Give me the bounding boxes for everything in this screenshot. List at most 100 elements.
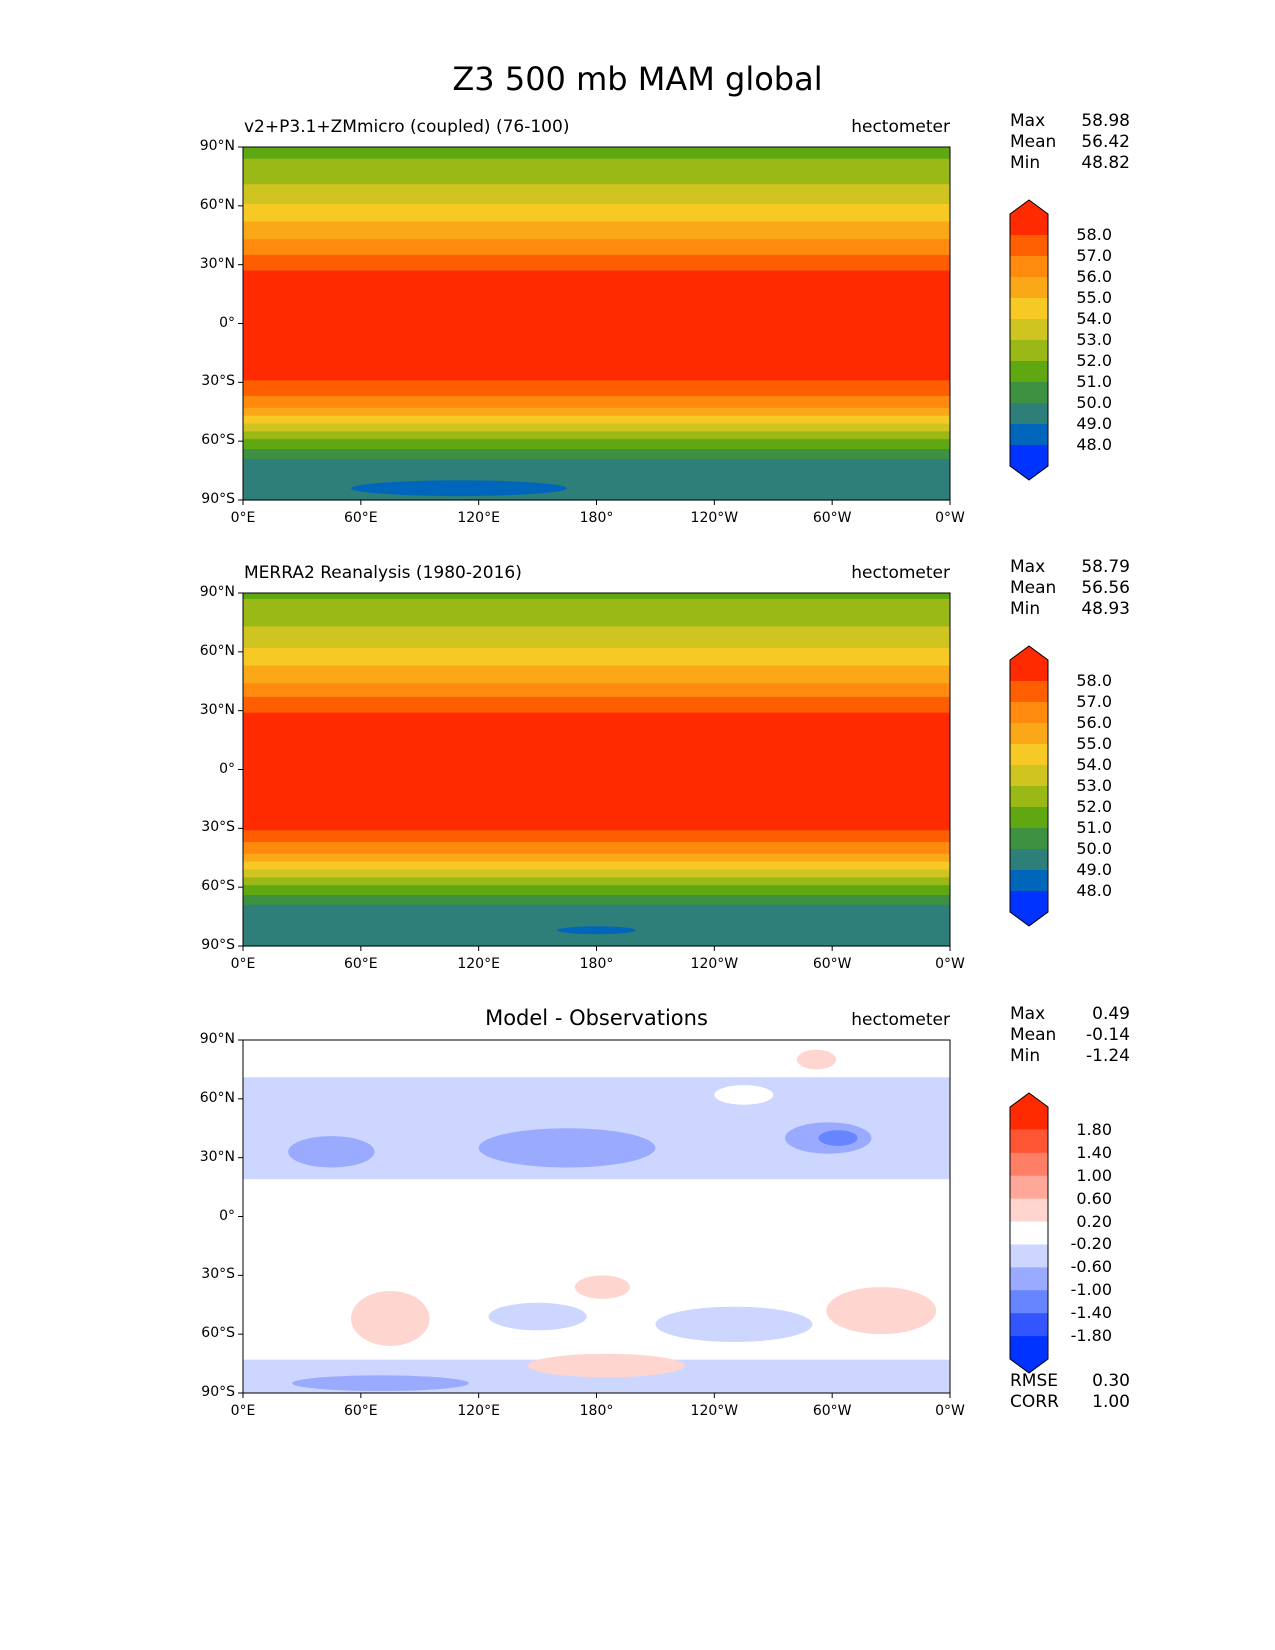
field-band bbox=[243, 895, 950, 898]
colorbar-segment bbox=[1010, 807, 1048, 829]
stat-label: Mean bbox=[1010, 132, 1057, 152]
field-band bbox=[243, 767, 950, 771]
stat-value: 58.79 bbox=[1081, 557, 1130, 577]
field-band bbox=[243, 439, 950, 442]
field-band bbox=[243, 207, 950, 211]
field-band bbox=[243, 630, 950, 633]
field-band bbox=[243, 1269, 950, 1273]
field-band bbox=[243, 490, 950, 493]
field-band bbox=[243, 1238, 950, 1241]
field-band bbox=[243, 260, 950, 264]
field-band bbox=[243, 431, 950, 434]
field-band bbox=[243, 403, 950, 407]
field-band bbox=[243, 751, 950, 755]
field-band bbox=[243, 250, 950, 254]
colorbar-tick-label: 57.0 bbox=[1076, 692, 1112, 711]
field-band bbox=[243, 1336, 950, 1339]
field-band bbox=[243, 1243, 950, 1247]
field-band bbox=[243, 914, 950, 918]
field-band bbox=[243, 1334, 950, 1337]
field-band bbox=[243, 720, 950, 724]
field-band bbox=[243, 816, 950, 820]
field-band bbox=[243, 698, 950, 702]
field-band bbox=[243, 274, 950, 278]
field-band bbox=[243, 1261, 950, 1265]
field-band bbox=[243, 1389, 950, 1392]
field-band bbox=[243, 437, 950, 440]
field-band bbox=[243, 632, 950, 635]
field-band bbox=[243, 885, 950, 888]
field-band bbox=[243, 454, 950, 458]
field-band bbox=[243, 636, 950, 639]
field-band bbox=[243, 162, 950, 166]
field-band bbox=[243, 362, 950, 366]
field-band bbox=[243, 494, 950, 497]
field-band bbox=[243, 673, 950, 676]
field-anomaly bbox=[488, 1302, 587, 1331]
field-band bbox=[243, 339, 950, 342]
units-label: hectometer bbox=[851, 1010, 950, 1030]
field-band bbox=[243, 1253, 950, 1257]
colorbar-segment bbox=[1010, 1198, 1048, 1223]
field-anomaly bbox=[288, 1136, 375, 1168]
field-band bbox=[243, 1318, 950, 1322]
x-tick-label: 120°W bbox=[690, 510, 739, 526]
field-band bbox=[243, 292, 950, 295]
field-band bbox=[243, 700, 950, 704]
field-band bbox=[243, 441, 950, 444]
field-band bbox=[243, 685, 950, 688]
field-band bbox=[243, 235, 950, 238]
field-band bbox=[243, 331, 950, 334]
field-band bbox=[243, 602, 950, 606]
x-tick-label: 120°W bbox=[690, 956, 739, 972]
colorbar-tick-label: -1.40 bbox=[1070, 1303, 1112, 1323]
y-tick-label: 30°S bbox=[201, 819, 235, 836]
field-band bbox=[243, 634, 950, 637]
field-band bbox=[243, 488, 950, 491]
field-band bbox=[243, 710, 950, 714]
field-band bbox=[243, 1204, 950, 1208]
field-band bbox=[243, 398, 950, 401]
field-band bbox=[243, 337, 950, 340]
field-band bbox=[243, 170, 950, 174]
field-band bbox=[243, 940, 950, 943]
field-band bbox=[243, 879, 950, 882]
field-band bbox=[243, 374, 950, 378]
field-band bbox=[243, 622, 950, 625]
field-band bbox=[243, 877, 950, 880]
stat-label: CORR bbox=[1010, 1392, 1059, 1412]
field-band bbox=[243, 1263, 950, 1267]
y-tick-label: 0° bbox=[219, 1207, 235, 1224]
field-band bbox=[243, 1179, 950, 1182]
field-band bbox=[243, 1228, 950, 1231]
field-band bbox=[243, 838, 950, 841]
x-tick-label: 60°E bbox=[343, 1403, 378, 1419]
field-band bbox=[243, 1212, 950, 1216]
field-band bbox=[243, 647, 950, 651]
colorbar-segment bbox=[1010, 723, 1048, 745]
field-band bbox=[243, 600, 950, 604]
field-band bbox=[243, 237, 950, 240]
field-band bbox=[243, 924, 950, 927]
field-band bbox=[243, 1314, 950, 1318]
colorbar-tick-label: 57.0 bbox=[1076, 246, 1112, 265]
field-band bbox=[243, 1067, 950, 1071]
colorbar-segment bbox=[1010, 298, 1048, 320]
x-tick-label: 0°W bbox=[935, 956, 965, 972]
field-band bbox=[243, 1236, 950, 1239]
field-band bbox=[243, 942, 950, 945]
stat-value: 1.00 bbox=[1092, 1392, 1130, 1412]
field-band bbox=[243, 722, 950, 725]
field-band bbox=[243, 482, 950, 485]
field-band bbox=[243, 638, 950, 641]
field-band bbox=[243, 239, 950, 242]
colorbar-segment bbox=[1010, 256, 1048, 278]
field-band bbox=[243, 223, 950, 227]
colorbar-segment bbox=[1010, 702, 1048, 724]
field-band bbox=[243, 392, 950, 395]
colorbar-segment bbox=[1010, 870, 1048, 892]
field-band bbox=[243, 1343, 950, 1347]
colorbar-segment bbox=[1010, 744, 1048, 766]
field-band bbox=[243, 738, 950, 741]
field-band bbox=[243, 1098, 950, 1102]
